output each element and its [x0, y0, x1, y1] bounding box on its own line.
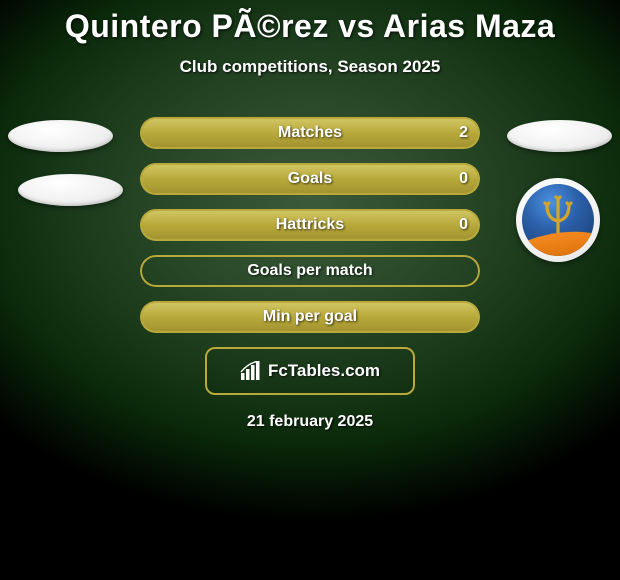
stat-row: Min per goal [140, 301, 480, 333]
date-line: 21 february 2025 [247, 413, 373, 431]
stat-label: Matches [278, 124, 342, 142]
brand-box: FcTables.com [205, 347, 415, 395]
stat-label: Min per goal [263, 308, 357, 326]
brand-text: FcTables.com [268, 361, 380, 381]
stat-row: Matches 2 [140, 117, 480, 149]
content-root: Quintero PÃ©rez vs Arias Maza Club compe… [0, 0, 620, 580]
stat-value-right: 0 [459, 170, 468, 188]
stat-row: Goals per match [140, 255, 480, 287]
chart-bars-icon [240, 361, 262, 381]
stat-value-right: 0 [459, 216, 468, 234]
stat-label: Goals [288, 170, 332, 188]
stats-area: Matches 2 Goals 0 Hattricks 0 Goals per match M… [0, 117, 620, 333]
stat-row: Goals 0 [140, 163, 480, 195]
stat-label: Hattricks [276, 216, 344, 234]
page-title: Quintero PÃ©rez vs Arias Maza [65, 8, 555, 45]
stat-value-right: 2 [459, 124, 468, 142]
page-subtitle: Club competitions, Season 2025 [180, 57, 441, 77]
stat-row: Hattricks 0 [140, 209, 480, 241]
stat-label: Goals per match [247, 262, 372, 280]
